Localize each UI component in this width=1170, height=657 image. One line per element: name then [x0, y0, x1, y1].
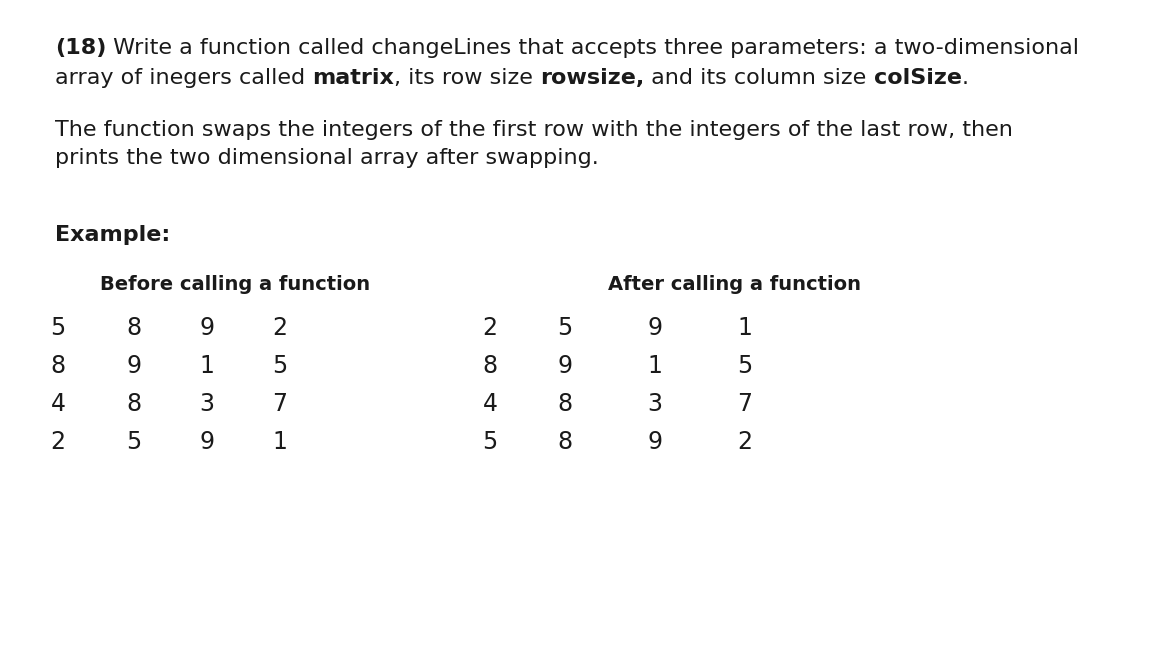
Text: 2: 2: [737, 430, 752, 454]
Text: 1: 1: [273, 430, 288, 454]
Text: colSize: colSize: [874, 68, 962, 88]
Text: 9: 9: [200, 430, 214, 454]
Text: , its row size: , its row size: [394, 68, 541, 88]
Text: 8: 8: [50, 354, 66, 378]
Text: prints the two dimensional array after swapping.: prints the two dimensional array after s…: [55, 148, 599, 168]
Text: (18): (18): [55, 38, 106, 58]
Text: 2: 2: [273, 316, 288, 340]
Text: 8: 8: [126, 392, 142, 416]
Text: 1: 1: [200, 354, 214, 378]
Text: 8: 8: [126, 316, 142, 340]
Text: 9: 9: [647, 316, 662, 340]
Text: .: .: [962, 68, 969, 88]
Text: 2: 2: [50, 430, 66, 454]
Text: Before calling a function: Before calling a function: [99, 275, 370, 294]
Text: rowsize,: rowsize,: [541, 68, 645, 88]
Text: 5: 5: [482, 430, 497, 454]
Text: 5: 5: [126, 430, 142, 454]
Text: 3: 3: [200, 392, 214, 416]
Text: 2: 2: [482, 316, 497, 340]
Text: 5: 5: [557, 316, 572, 340]
Text: matrix: matrix: [312, 68, 394, 88]
Text: Write a function called changeLines that accepts three parameters: a two-dimensi: Write a function called changeLines that…: [106, 38, 1080, 58]
Text: and its column size: and its column size: [645, 68, 874, 88]
Text: 1: 1: [737, 316, 752, 340]
Text: 8: 8: [482, 354, 497, 378]
Text: The function swaps the integers of the first row with the integers of the last r: The function swaps the integers of the f…: [55, 120, 1013, 140]
Text: 7: 7: [273, 392, 288, 416]
Text: 9: 9: [557, 354, 572, 378]
Text: 9: 9: [126, 354, 142, 378]
Text: 5: 5: [273, 354, 288, 378]
Text: 5: 5: [50, 316, 66, 340]
Text: array of inegers called: array of inegers called: [55, 68, 312, 88]
Text: 4: 4: [482, 392, 497, 416]
Text: Example:: Example:: [55, 225, 171, 245]
Text: 4: 4: [50, 392, 66, 416]
Text: 8: 8: [557, 430, 572, 454]
Text: 9: 9: [200, 316, 214, 340]
Text: 5: 5: [737, 354, 752, 378]
Text: 1: 1: [647, 354, 662, 378]
Text: After calling a function: After calling a function: [608, 275, 861, 294]
Text: 7: 7: [737, 392, 752, 416]
Text: 9: 9: [647, 430, 662, 454]
Text: 3: 3: [647, 392, 662, 416]
Text: 8: 8: [557, 392, 572, 416]
